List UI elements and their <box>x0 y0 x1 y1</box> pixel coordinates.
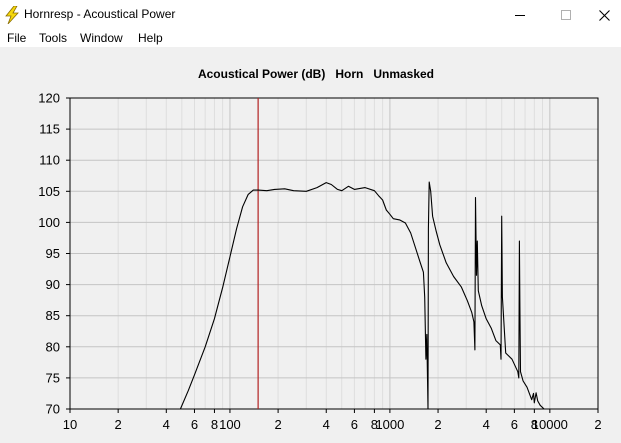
menu-tools[interactable]: Tools <box>39 31 68 45</box>
x-tick-label: 100 <box>219 417 241 432</box>
y-tick-label: 105 <box>38 184 60 199</box>
x-tick-label: 6 <box>351 417 358 432</box>
y-tick-label: 75 <box>46 370 60 385</box>
x-tick-label: 8 <box>531 417 538 432</box>
x-tick-label: 6 <box>191 417 198 432</box>
y-tick-label: 80 <box>46 339 60 354</box>
close-icon <box>599 9 610 21</box>
y-tick-label: 115 <box>39 122 60 137</box>
x-tick-label: 1000 <box>375 417 404 432</box>
x-tick-label: 2 <box>115 417 122 432</box>
y-axis: 70 75 80 85 90 95 100 105 110 115 120 <box>38 91 70 417</box>
y-tick-label: 95 <box>46 246 60 261</box>
menu-file[interactable]: File <box>7 31 27 45</box>
title-bar: Hornresp - Acoustical Power <box>0 0 621 30</box>
x-tick-label: 10 <box>63 417 77 432</box>
lightning-bolt-icon <box>5 6 19 24</box>
close-button[interactable] <box>588 0 621 30</box>
x-tick-label: 10000 <box>532 417 568 432</box>
series-group <box>179 181 545 410</box>
menu-bar: File Tools Window Help <box>0 30 621 47</box>
menu-help[interactable]: Help <box>138 31 163 45</box>
plot-area: Acoustical Power (dB) Horn Unmasked 70 75… <box>0 47 621 443</box>
acoustical-power-chart: Acoustical Power (dB) Horn Unmasked 70 75… <box>38 67 602 432</box>
chart-title: Acoustical Power (dB) Horn Unmasked <box>198 67 434 81</box>
y-tick-label: 120 <box>38 91 60 106</box>
minimize-button[interactable] <box>497 0 543 30</box>
series-line <box>179 181 545 410</box>
x-tick-label: 2 <box>434 417 441 432</box>
x-tick-label: 8 <box>211 417 218 432</box>
window-title: Hornresp - Acoustical Power <box>24 7 176 21</box>
minimize-icon <box>515 15 525 16</box>
x-tick-label: 2 <box>274 417 281 432</box>
y-tick-label: 110 <box>39 153 60 168</box>
y-tick-label: 85 <box>46 308 60 323</box>
menu-window[interactable]: Window <box>80 31 123 45</box>
x-tick-label: 6 <box>511 417 518 432</box>
y-tick-label: 100 <box>38 215 60 230</box>
y-tick-label: 70 <box>46 402 60 417</box>
x-tick-label: 4 <box>483 417 490 432</box>
y-tick-label: 90 <box>46 277 60 292</box>
chart-grid <box>70 98 598 409</box>
maximize-icon <box>561 10 571 20</box>
maximize-button[interactable] <box>543 0 589 30</box>
x-tick-label: 2 <box>594 417 601 432</box>
x-tick-label: 8 <box>371 417 378 432</box>
x-tick-label: 4 <box>163 417 170 432</box>
x-tick-label: 4 <box>323 417 330 432</box>
